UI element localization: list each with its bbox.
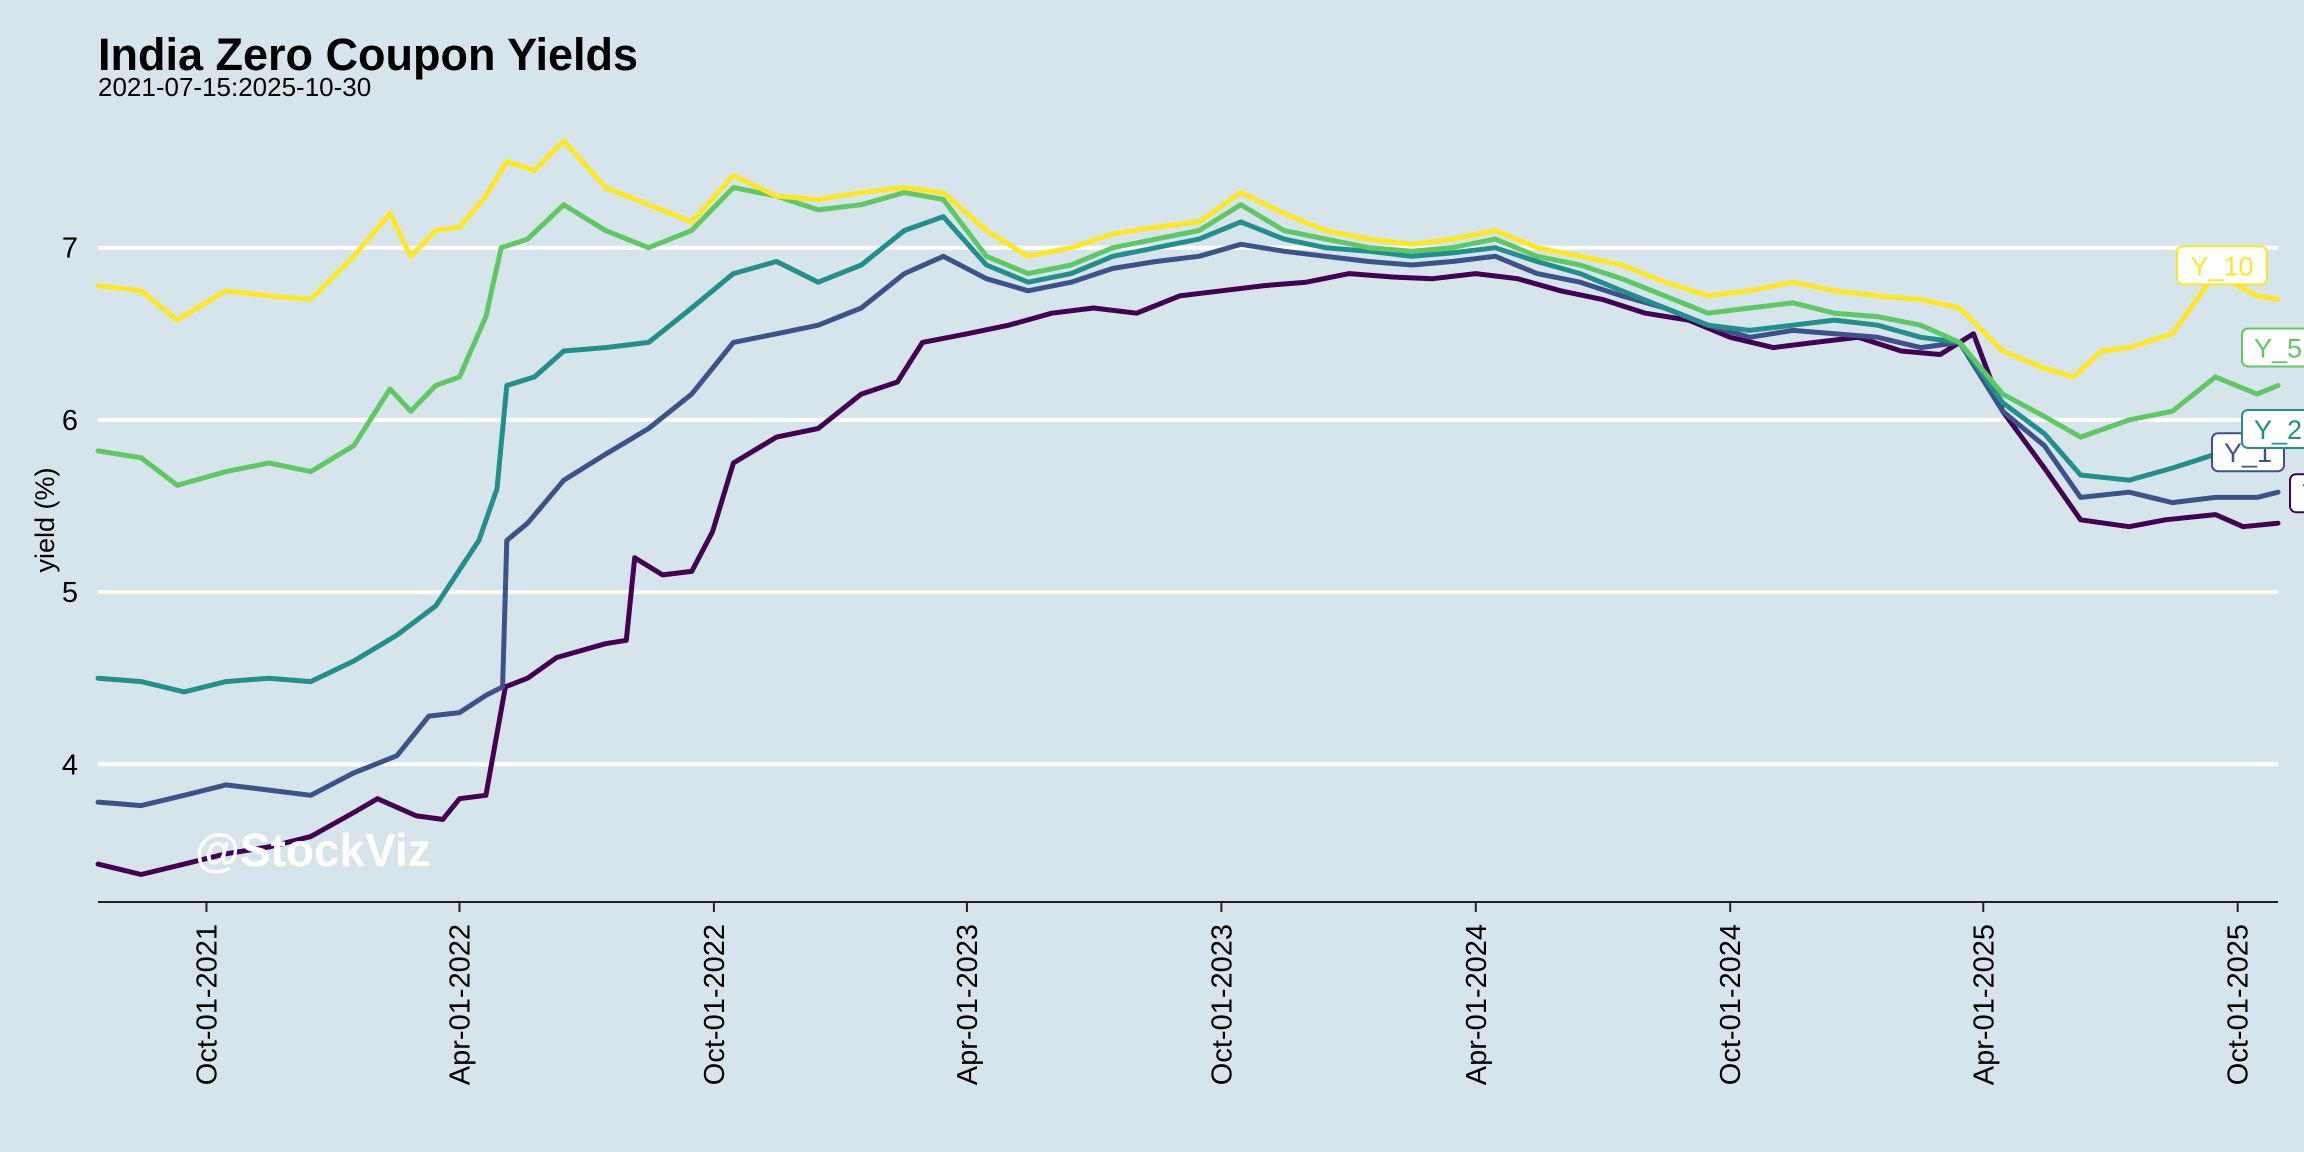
series-label: Y_10	[2190, 251, 2253, 281]
x-tick-label: Oct-01-2024	[1715, 924, 1747, 1085]
chart-subtitle: 2021-07-15:2025-10-30	[98, 72, 371, 102]
series-label: Y_5	[2254, 333, 2302, 363]
y-tick-label: 6	[62, 405, 78, 437]
x-tick-label: Oct-01-2023	[1206, 924, 1238, 1085]
x-tick-label: Apr-01-2025	[1968, 924, 2000, 1085]
axis-layer: 4 5 6 7 Oct-01-2021 Apr-01-2022 Oct-01-2022 Apr…	[62, 233, 2278, 1085]
series-label-box	[2289, 473, 2304, 514]
y-tick-label: 4	[62, 749, 78, 781]
series-label-box	[2176, 245, 2268, 286]
series-line-y-1	[95, 241, 2281, 809]
chart-title: India Zero Coupon Yields	[98, 29, 638, 80]
series-line-y-2	[95, 214, 2281, 695]
x-tick-label: Oct-01-2025	[2223, 924, 2255, 1085]
series-layer	[95, 138, 2281, 877]
y-tick-label: 7	[62, 233, 78, 265]
y-axis-label: yield (%)	[30, 467, 60, 572]
series-line-y-5	[95, 185, 2281, 488]
x-tick-label: Apr-01-2024	[1461, 924, 1493, 1085]
y-tick-label: 5	[62, 577, 78, 609]
x-tick-label: Oct-01-2021	[191, 924, 223, 1085]
grid-layer	[98, 245, 2278, 767]
series-label: Y_2	[2254, 415, 2302, 445]
series-label-layer: Y_0Y_1Y_2Y_5Y_10	[2176, 245, 2304, 514]
x-tick-label: Oct-01-2022	[699, 924, 731, 1085]
x-tick-label: Apr-01-2022	[444, 924, 476, 1085]
series-label-box	[2241, 327, 2304, 368]
series-label-box	[2241, 408, 2304, 449]
watermark: @StockViz	[195, 824, 431, 876]
x-tick-label: Apr-01-2023	[952, 924, 984, 1085]
series-label: Y_0	[2302, 479, 2304, 509]
series-line-y-10	[95, 138, 2281, 380]
series-line-y-0	[95, 271, 2281, 877]
